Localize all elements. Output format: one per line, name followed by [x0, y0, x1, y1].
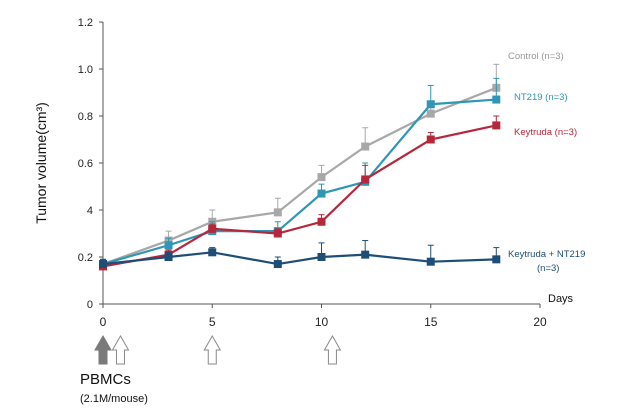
y-tick-marks — [99, 21, 103, 305]
data-point — [426, 135, 435, 144]
series-line — [102, 251, 497, 266]
y-tick-label: 0.8 — [78, 111, 93, 123]
series-line — [102, 98, 497, 266]
series-3 — [99, 240, 501, 269]
data-point — [317, 189, 326, 198]
y-axis: 0 0.2 4 0.6 0.8 1.0 1.2 — [78, 17, 104, 311]
x-tick-label: 20 — [533, 315, 547, 329]
y-tick-label: 4 — [87, 205, 93, 217]
data-point — [426, 100, 435, 109]
data-point — [317, 173, 326, 182]
data-point — [99, 260, 107, 269]
x-tick-label: 5 — [209, 315, 216, 329]
x-tick-label: 0 — [100, 315, 107, 329]
data-point — [317, 253, 326, 261]
y-tick-label: 0.6 — [78, 158, 93, 170]
data-point — [426, 109, 435, 118]
legend-combo-n: (n=3) — [537, 263, 559, 274]
data-point — [492, 95, 501, 104]
data-point — [317, 217, 326, 226]
x-tick-labels: 0 5 10 15 20 — [100, 315, 547, 329]
series-line — [102, 124, 497, 268]
pbmc-label: PBMCs — [80, 371, 131, 388]
series-1 — [99, 77, 501, 269]
y-tick-label: 0.2 — [78, 252, 93, 264]
y-axis-label: Tumor volume(cm³) — [33, 102, 49, 224]
dose-arrow-icon — [203, 334, 222, 365]
treatment-arrows — [94, 334, 342, 365]
data-point — [208, 224, 217, 233]
y-tick-labels: 0 0.2 4 0.6 0.8 1.0 1.2 — [78, 17, 93, 311]
data-point — [426, 257, 435, 266]
data-point — [164, 253, 173, 261]
legend: Control (n=3) NT219 (n=3) Keytruda (n=3)… — [508, 51, 585, 274]
y-tick-label: 0 — [87, 299, 93, 311]
y-tick-label: 1.0 — [78, 64, 93, 76]
data-point — [208, 248, 217, 257]
series-0 — [99, 63, 501, 269]
dose-arrow-icon — [323, 334, 342, 365]
x-tick-marks — [102, 304, 541, 308]
legend-nt219: NT219 (n=3) — [514, 92, 568, 103]
dose-arrow-icon — [111, 334, 130, 365]
pbmc-dose: (2.1M/mouse) — [80, 393, 148, 405]
data-point — [273, 208, 282, 217]
data-point — [361, 175, 370, 184]
legend-combo: Keytruda + NT219 — [508, 249, 585, 260]
data-point — [164, 241, 173, 250]
series-line — [102, 86, 497, 266]
data-point — [273, 229, 282, 238]
x-tick-label: 10 — [315, 315, 329, 329]
data-point — [361, 250, 370, 259]
x-tick-label: 15 — [424, 315, 438, 329]
legend-control: Control (n=3) — [508, 51, 564, 62]
y-tick-label: 1.2 — [78, 17, 93, 29]
data-point — [492, 121, 501, 130]
data-point — [273, 260, 282, 269]
pbmc-arrow-icon — [94, 334, 112, 365]
data-point — [492, 255, 501, 264]
x-axis-label: Days — [548, 293, 574, 305]
series-layer — [99, 63, 501, 271]
x-axis: 0 5 10 15 20 — [100, 303, 547, 329]
data-point — [361, 142, 370, 151]
legend-keytruda: Keytruda (n=3) — [514, 127, 577, 138]
